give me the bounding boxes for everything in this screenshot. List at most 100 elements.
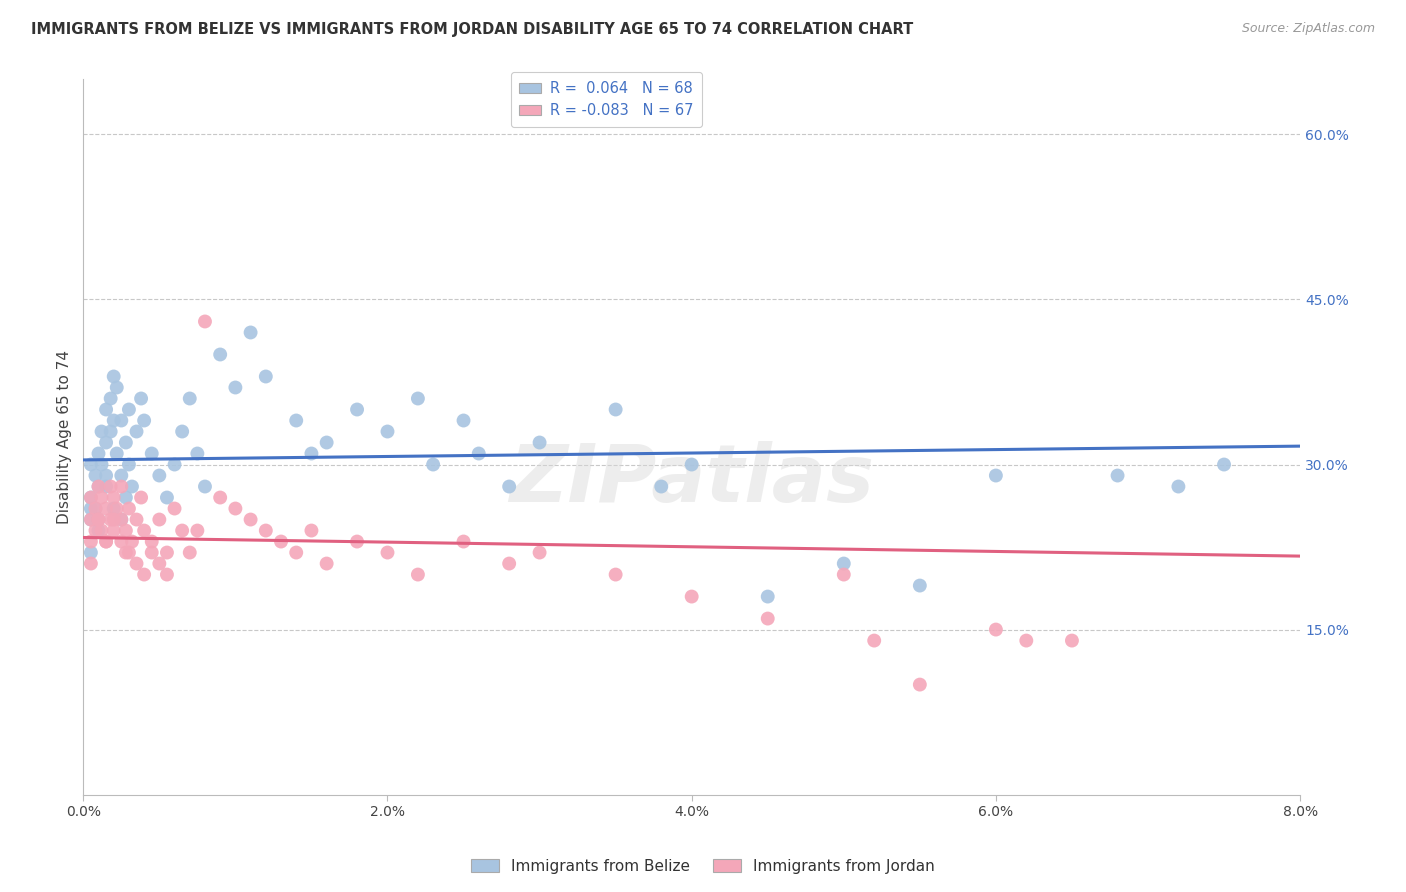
Point — [115, 524, 138, 538]
Point — [121, 479, 143, 493]
Point — [315, 557, 337, 571]
Point — [186, 524, 208, 538]
Point — [103, 491, 125, 505]
Point — [756, 611, 779, 625]
Point — [118, 545, 141, 559]
Point — [80, 512, 103, 526]
Point — [498, 557, 520, 571]
Point — [103, 524, 125, 538]
Point — [141, 545, 163, 559]
Point — [94, 402, 117, 417]
Point — [100, 479, 122, 493]
Point — [90, 491, 112, 505]
Point — [468, 446, 491, 460]
Point — [863, 633, 886, 648]
Point — [498, 479, 520, 493]
Point — [90, 458, 112, 472]
Point — [105, 446, 128, 460]
Point — [186, 446, 208, 460]
Point — [87, 512, 110, 526]
Point — [156, 567, 179, 582]
Point — [1060, 633, 1083, 648]
Point — [110, 479, 132, 493]
Point — [105, 380, 128, 394]
Point — [80, 501, 103, 516]
Point — [270, 534, 292, 549]
Point — [1167, 479, 1189, 493]
Point — [285, 413, 308, 427]
Point — [103, 413, 125, 427]
Point — [115, 435, 138, 450]
Point — [100, 425, 122, 439]
Point — [301, 446, 323, 460]
Point — [87, 512, 110, 526]
Point — [129, 392, 152, 406]
Point — [84, 501, 107, 516]
Point — [148, 468, 170, 483]
Point — [681, 458, 703, 472]
Point — [254, 524, 277, 538]
Point — [94, 435, 117, 450]
Point — [125, 557, 148, 571]
Point — [908, 578, 931, 592]
Point — [94, 479, 117, 493]
Point — [285, 545, 308, 559]
Point — [121, 534, 143, 549]
Text: Source: ZipAtlas.com: Source: ZipAtlas.com — [1241, 22, 1375, 36]
Point — [209, 491, 232, 505]
Point — [110, 413, 132, 427]
Point — [87, 524, 110, 538]
Point — [1015, 633, 1038, 648]
Point — [110, 512, 132, 526]
Point — [529, 545, 551, 559]
Point — [84, 468, 107, 483]
Point — [377, 545, 399, 559]
Point — [172, 524, 194, 538]
Point — [80, 534, 103, 549]
Point — [134, 524, 156, 538]
Point — [1213, 458, 1236, 472]
Point — [179, 392, 201, 406]
Point — [90, 425, 112, 439]
Point — [94, 534, 117, 549]
Point — [105, 501, 128, 516]
Point — [156, 491, 179, 505]
Point — [118, 501, 141, 516]
Point — [100, 512, 122, 526]
Text: ZIPatlas: ZIPatlas — [509, 441, 875, 519]
Point — [118, 458, 141, 472]
Point — [129, 491, 152, 505]
Point — [80, 545, 103, 559]
Point — [125, 512, 148, 526]
Point — [94, 534, 117, 549]
Point — [406, 567, 429, 582]
Point — [134, 413, 156, 427]
Point — [125, 425, 148, 439]
Point — [87, 512, 110, 526]
Text: IMMIGRANTS FROM BELIZE VS IMMIGRANTS FROM JORDAN DISABILITY AGE 65 TO 74 CORRELA: IMMIGRANTS FROM BELIZE VS IMMIGRANTS FRO… — [31, 22, 912, 37]
Point — [239, 326, 262, 340]
Legend: R =  0.064   N = 68, R = -0.083   N = 67: R = 0.064 N = 68, R = -0.083 N = 67 — [510, 72, 703, 128]
Point — [756, 590, 779, 604]
Point — [209, 347, 232, 361]
Point — [605, 402, 627, 417]
Point — [84, 524, 107, 538]
Point — [87, 479, 110, 493]
Point — [179, 545, 201, 559]
Legend: Immigrants from Belize, Immigrants from Jordan: Immigrants from Belize, Immigrants from … — [465, 853, 941, 880]
Point — [224, 380, 246, 394]
Point — [118, 402, 141, 417]
Point — [406, 392, 429, 406]
Point — [148, 557, 170, 571]
Point — [156, 545, 179, 559]
Point — [832, 567, 855, 582]
Point — [239, 512, 262, 526]
Point — [681, 590, 703, 604]
Point — [453, 534, 475, 549]
Point — [832, 557, 855, 571]
Point — [453, 413, 475, 427]
Point — [141, 534, 163, 549]
Point — [80, 512, 103, 526]
Point — [315, 435, 337, 450]
Point — [194, 314, 217, 328]
